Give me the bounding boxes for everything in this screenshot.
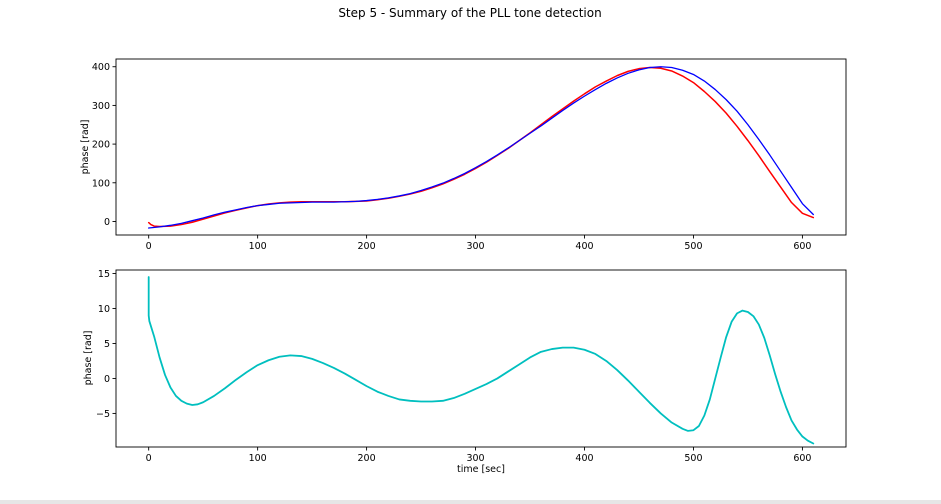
bottom-xtick-label: 400 <box>575 453 593 464</box>
bottom-xtick-label: 0 <box>146 453 152 464</box>
top-xtick-label: 600 <box>793 241 811 252</box>
bottom-xtick-label: 500 <box>684 453 702 464</box>
top-xtick-label: 500 <box>684 241 702 252</box>
top-ylabel: phase [rad] <box>80 120 91 175</box>
top-ytick-label: 100 <box>92 178 110 189</box>
top-xtick-label: 100 <box>249 241 267 252</box>
top-xtick-label: 300 <box>466 241 484 252</box>
bottom-ytick-label: −5 <box>96 409 110 420</box>
window-bottom-edge <box>0 500 941 504</box>
bottom-ytick-label: 10 <box>98 304 110 315</box>
bottom-ytick-label: 15 <box>98 269 110 280</box>
top-xtick-label: 200 <box>358 241 376 252</box>
figure-title: Step 5 - Summary of the PLL tone detecti… <box>338 6 601 20</box>
top-ytick-label: 0 <box>104 217 110 228</box>
top-ytick-label: 200 <box>92 140 110 151</box>
bottom-xtick-label: 300 <box>466 453 484 464</box>
bottom-xtick-label: 100 <box>249 453 267 464</box>
bottom-ytick-label: 0 <box>104 374 110 385</box>
top-ytick-label: 400 <box>92 62 110 73</box>
top-ytick-label: 300 <box>92 101 110 112</box>
top-xtick-label: 400 <box>575 241 593 252</box>
top-xtick-label: 0 <box>146 241 152 252</box>
bottom-xtick-label: 600 <box>793 453 811 464</box>
bottom-xlabel: time [sec] <box>457 464 505 475</box>
bottom-ytick-label: 5 <box>104 339 110 350</box>
bottom-xtick-label: 200 <box>358 453 376 464</box>
bottom-ylabel: phase [rad] <box>83 331 94 386</box>
